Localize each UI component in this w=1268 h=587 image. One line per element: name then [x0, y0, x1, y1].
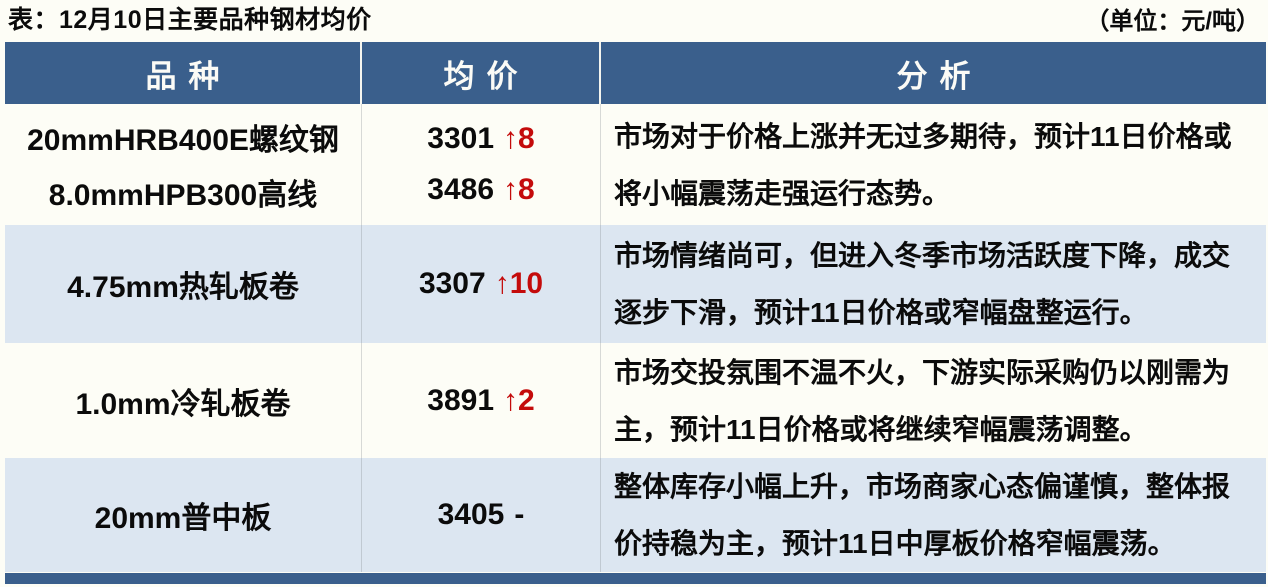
- price-line: 3891 ↑2: [427, 384, 534, 418]
- price-cell: 3405 -: [362, 458, 601, 572]
- product-name: 8.0mmHPB300高线: [48, 179, 318, 212]
- steel-price-table: 品种 均价 分析 20mmHRB400E螺纹钢 8.0mmHPB300高线 33…: [5, 42, 1266, 572]
- product-name: 1.0mm冷轧板卷: [75, 387, 291, 421]
- title-bar: 表：12月10日主要品种钢材均价 （单位：元/吨）: [0, 0, 1268, 42]
- product-cell: 4.75mm热轧板卷: [5, 225, 362, 343]
- product-cell: 1.0mm冷轧板卷: [5, 343, 362, 458]
- analysis-cell: 市场对于价格上涨并无过多期待，预计11日价格或将小幅震荡走强运行态势。: [601, 104, 1266, 225]
- table-row: 20mmHRB400E螺纹钢 8.0mmHPB300高线 3301 ↑8 348…: [5, 104, 1266, 225]
- price-value: 3891: [427, 383, 495, 417]
- column-header-product: 品种: [5, 42, 362, 104]
- price-line: 3486 ↑8: [427, 173, 534, 207]
- product-name: 20mm普中板: [94, 502, 272, 535]
- price-cell: 3301 ↑8 3486 ↑8: [362, 104, 601, 225]
- product-name: 4.75mm热轧板卷: [67, 271, 299, 304]
- analysis-cell: 整体库存小幅上升，市场商家心态偏谨慎，整体报价持稳为主，预计11日中厚板价格窄幅…: [601, 458, 1266, 572]
- analysis-text: 市场对于价格上涨并无过多期待，预计11日价格或将小幅震荡走强运行态势。: [614, 120, 1232, 209]
- price-line: 3405 -: [438, 498, 525, 532]
- analysis-text: 市场交投氛围不温不火，下游实际采购仍以刚需为主，预计11日价格或将继续窄幅震荡调…: [614, 356, 1231, 445]
- column-header-price: 均价: [362, 42, 601, 104]
- unit-note: （单位：元/吨）: [1085, 8, 1260, 35]
- product-cell: 20mm普中板: [5, 458, 362, 572]
- price-change: -: [514, 498, 525, 531]
- price-value: 3301: [427, 121, 495, 155]
- price-value: 3405: [437, 498, 505, 531]
- price-value: 3486: [427, 173, 495, 207]
- product-name: 20mmHRB400E螺纹钢: [27, 124, 339, 157]
- price-change: ↑8: [503, 121, 535, 155]
- page-title: 表：12月10日主要品种钢材均价: [8, 6, 372, 34]
- product-cell: 20mmHRB400E螺纹钢 8.0mmHPB300高线: [5, 104, 362, 225]
- table-row: 1.0mm冷轧板卷 3891 ↑2 市场交投氛围不温不火，下游实际采购仍以刚需为…: [5, 343, 1266, 458]
- table-row: 4.75mm热轧板卷 3307 ↑10 市场情绪尚可，但进入冬季市场活跃度下降，…: [5, 225, 1266, 343]
- price-change: ↑2: [503, 383, 535, 417]
- price-line: 3301 ↑8: [427, 122, 534, 156]
- price-line: 3307 ↑10: [419, 267, 543, 301]
- price-change: ↑10: [494, 267, 544, 300]
- table-row: 20mm普中板 3405 - 整体库存小幅上升，市场商家心态偏谨慎，整体报价持稳…: [5, 458, 1266, 572]
- price-value: 3307: [418, 267, 486, 300]
- price-cell: 3891 ↑2: [362, 343, 601, 458]
- column-header-analysis: 分析: [896, 58, 983, 94]
- table-header-row: 品种 均价 分析: [5, 42, 1266, 104]
- footer-accent-bar: [5, 573, 1266, 584]
- price-change: ↑8: [503, 173, 535, 207]
- analysis-text: 市场情绪尚可，但进入冬季市场活跃度下降，成交逐步下滑，预计11日价格或窄幅盘整运…: [614, 240, 1231, 328]
- analysis-cell: 市场交投氛围不温不火，下游实际采购仍以刚需为主，预计11日价格或将继续窄幅震荡调…: [601, 343, 1266, 458]
- analysis-text: 整体库存小幅上升，市场商家心态偏谨慎，整体报价持稳为主，预计11日中厚板价格窄幅…: [614, 471, 1231, 559]
- price-cell: 3307 ↑10: [362, 225, 601, 343]
- analysis-cell: 市场情绪尚可，但进入冬季市场活跃度下降，成交逐步下滑，预计11日价格或窄幅盘整运…: [601, 225, 1266, 343]
